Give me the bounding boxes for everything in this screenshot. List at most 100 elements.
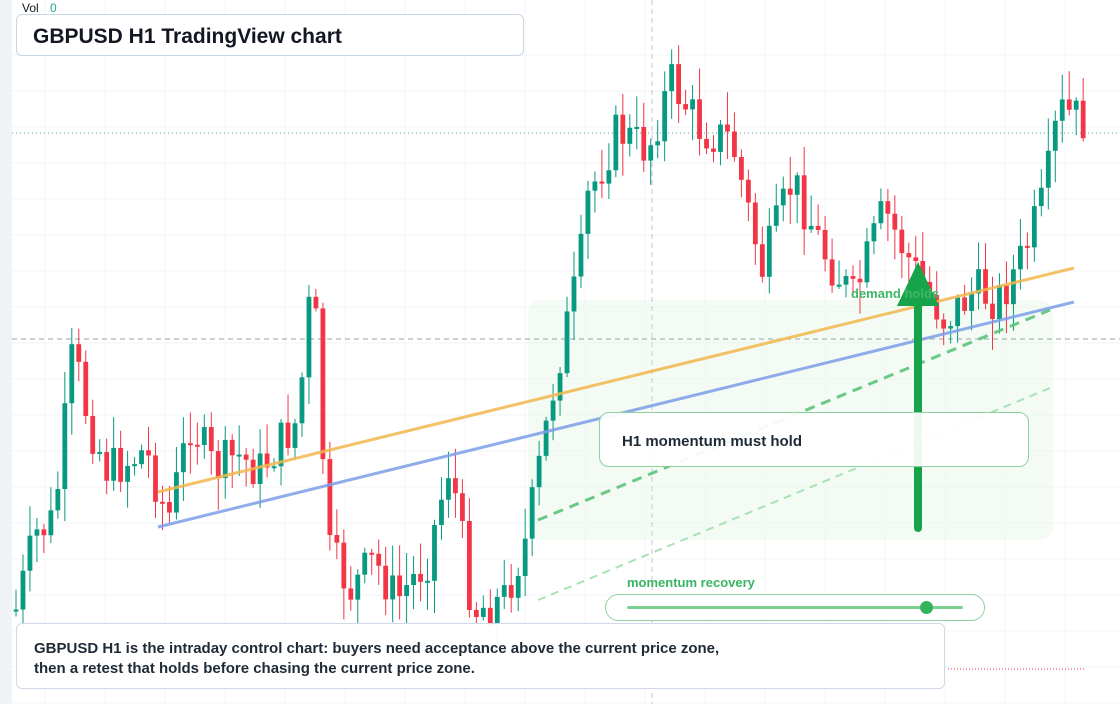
volume-label: Vol [22, 1, 39, 15]
candle-body [843, 276, 849, 285]
candle-body [334, 535, 340, 543]
candle-body [948, 326, 954, 329]
candle-body [34, 529, 40, 536]
candle-body [369, 552, 375, 555]
candle-body [160, 501, 165, 504]
candle-body [745, 179, 751, 203]
demand-label: demand holds [851, 286, 940, 301]
chart-title: GBPUSD H1 TradingView chart [33, 25, 342, 48]
candle-body [787, 188, 793, 195]
candle-body [487, 607, 493, 626]
candle-body [194, 444, 200, 447]
candle-body [920, 261, 926, 282]
candle-body [718, 124, 723, 152]
candle-body [250, 459, 256, 484]
volume-value: 0 [50, 1, 57, 15]
candle-body [780, 188, 786, 206]
candle-body [690, 99, 695, 110]
candle-body [271, 466, 277, 469]
candle-body [899, 229, 905, 254]
candle-body [969, 293, 974, 311]
candle-body [711, 148, 716, 152]
momentum-slider-knob[interactable] [920, 601, 934, 614]
candle-body [955, 297, 961, 327]
candle-body [606, 170, 612, 184]
candle-body [725, 124, 730, 132]
candle-body [69, 344, 75, 404]
candle-body [1038, 187, 1044, 207]
candle-body [759, 244, 765, 277]
candle-body [1004, 285, 1009, 305]
candle-body [850, 276, 856, 279]
candle-body [446, 478, 451, 500]
up-arrow-head [897, 262, 939, 306]
candle-body [515, 575, 521, 598]
candle-body [501, 585, 507, 597]
candle-body [578, 233, 584, 277]
summary-panel: GBPUSD H1 is the intraday control chart:… [16, 623, 945, 689]
candle-body [913, 257, 919, 262]
candle-body [341, 542, 347, 589]
candle-body [662, 91, 668, 142]
candle-body [508, 585, 514, 598]
candle-body [1018, 245, 1023, 270]
candle-body [222, 439, 228, 479]
candle-body [983, 269, 988, 304]
candle-body [857, 278, 863, 283]
candle-body [411, 573, 416, 586]
candle-body [111, 447, 117, 481]
momentum-note-box: H1 momentum must hold [599, 412, 1029, 467]
summary-text: GBPUSD H1 is the intraday control chart:… [34, 640, 720, 677]
momentum-slider-line [627, 606, 963, 609]
candle-body [892, 213, 898, 230]
candle-body [187, 443, 193, 446]
candle-body [878, 201, 884, 224]
candle-body [97, 452, 103, 455]
candle-body [1024, 245, 1030, 248]
candle-body [522, 538, 528, 576]
candle-body [285, 422, 291, 448]
candle-body [132, 464, 137, 467]
candle-body [181, 443, 186, 473]
momentum-recovery-slider[interactable] [605, 594, 985, 621]
candle-body [697, 99, 702, 139]
candle-body [327, 459, 333, 536]
candle-body [1059, 99, 1065, 121]
candle-body [599, 181, 605, 184]
candle-body [243, 454, 249, 460]
candle-body [752, 202, 758, 245]
candle-body [739, 156, 744, 180]
candle-body [48, 510, 54, 536]
candle-body [676, 64, 682, 105]
candle-body [257, 453, 263, 484]
candle-body [264, 453, 270, 468]
candle-body [1031, 206, 1037, 248]
candle-body [76, 344, 82, 362]
candle-body [125, 465, 130, 482]
candle-body [808, 225, 814, 230]
candle-body [62, 403, 68, 489]
candle-body [139, 450, 144, 465]
candle-body [153, 455, 158, 502]
candle-body [773, 205, 779, 226]
candle-body [906, 253, 912, 258]
candle-body [801, 175, 807, 230]
candle-body [432, 524, 437, 581]
candle-body [41, 529, 47, 536]
candle-body [348, 588, 354, 600]
momentum-recovery-label: momentum recovery [627, 575, 755, 590]
candle-body [167, 502, 172, 513]
candle-body [201, 427, 207, 446]
momentum-note-text: H1 momentum must hold [622, 433, 803, 450]
candle-body [292, 423, 298, 448]
candle-body [836, 284, 842, 287]
candle-body [439, 499, 444, 525]
candle-body [794, 175, 800, 195]
candle-body [146, 450, 151, 456]
candle-body [550, 400, 556, 421]
candle-body [83, 361, 89, 417]
candle-body [941, 319, 947, 329]
candle-body [1080, 100, 1086, 139]
candle-body [571, 276, 577, 312]
